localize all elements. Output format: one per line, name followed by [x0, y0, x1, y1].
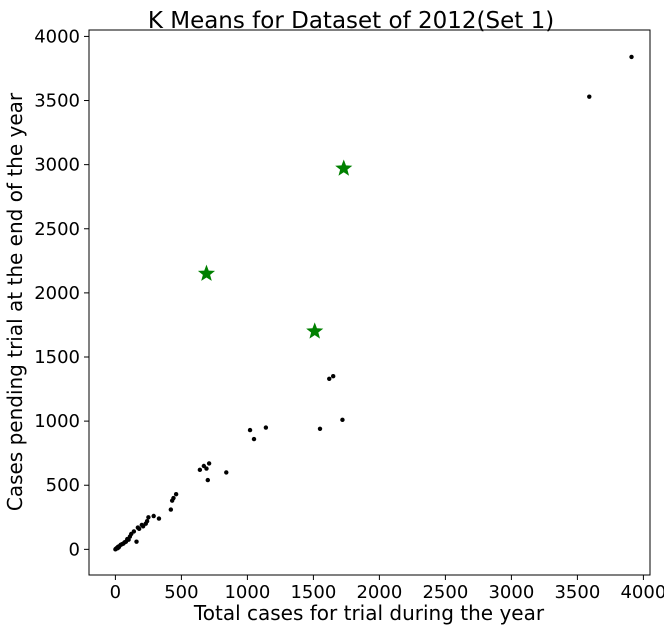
y-tick-label: 4000	[34, 26, 80, 47]
data-point	[144, 518, 150, 524]
data-point	[156, 516, 162, 521]
centroid-star	[306, 322, 324, 339]
x-tick-label: 2000	[356, 582, 402, 603]
x-tick-label: 0	[110, 582, 121, 603]
plot-frame	[88, 29, 651, 576]
data-point	[131, 529, 137, 534]
data-points	[113, 54, 634, 552]
data-point	[331, 374, 336, 379]
centroid-points	[197, 159, 353, 339]
y-tick-label: 3500	[34, 91, 80, 112]
data-point	[197, 467, 203, 473]
data-point	[171, 495, 176, 501]
x-tick-label: 3500	[554, 582, 600, 603]
data-point	[206, 461, 212, 466]
data-point	[317, 426, 323, 432]
y-tick-label: 500	[46, 475, 80, 496]
data-point	[224, 470, 229, 475]
data-point	[204, 466, 209, 471]
x-tick-label: 4000	[620, 582, 664, 603]
x-tick-label: 500	[164, 582, 198, 603]
data-point	[327, 376, 332, 381]
centroid-star	[335, 159, 353, 176]
y-tick-label: 0	[69, 539, 80, 560]
y-tick-label: 3000	[34, 155, 80, 176]
data-point	[134, 539, 139, 544]
data-point	[168, 507, 174, 512]
x-tick-label: 3000	[488, 582, 534, 603]
x-tick-label: 1500	[290, 582, 336, 603]
x-tick-label: 2500	[422, 582, 468, 603]
centroid-star	[197, 264, 216, 281]
x-axis-ticks: 0 500 1000 1500 2000 2500 3000 3500 4000	[110, 575, 664, 603]
data-point	[251, 436, 257, 442]
data-point	[340, 417, 345, 423]
data-point	[151, 513, 156, 519]
y-tick-label: 1500	[34, 347, 80, 368]
data-point	[263, 425, 269, 430]
y-tick-label: 2500	[34, 219, 80, 240]
y-axis-ticks: 0 500 1000 1500 2000 2500 3000 3500 4000	[34, 26, 89, 560]
data-point	[587, 94, 592, 99]
y-axis-label: Cases pending trial at the end of the ye…	[3, 92, 27, 511]
data-point	[205, 477, 210, 483]
y-tick-label: 2000	[34, 283, 80, 304]
x-axis-label: Total cases for trial during the year	[193, 601, 545, 625]
data-point	[173, 492, 179, 497]
x-tick-label: 1000	[224, 582, 270, 603]
y-tick-label: 1000	[34, 411, 80, 432]
data-point	[629, 54, 634, 60]
data-point	[136, 526, 142, 532]
data-point	[146, 515, 151, 520]
data-point	[247, 427, 253, 433]
